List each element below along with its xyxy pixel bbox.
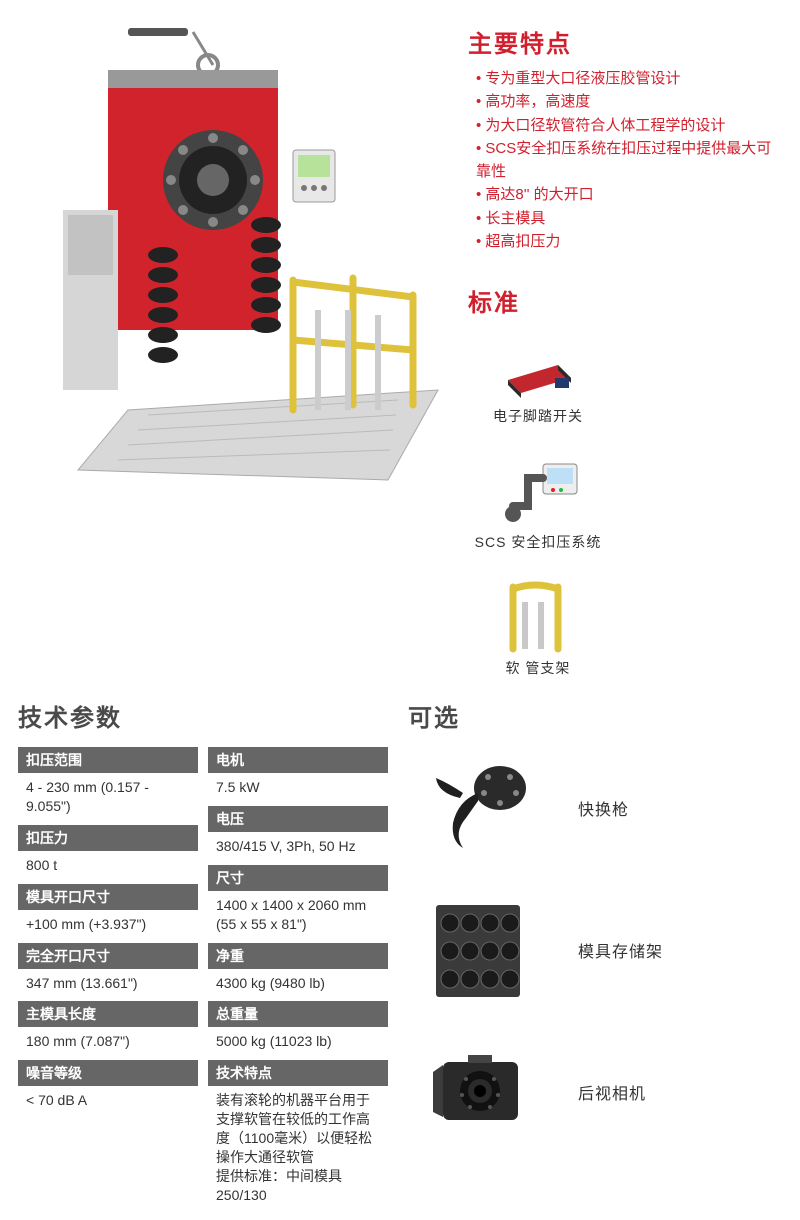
spec-header: 模具开口尺寸 (18, 884, 198, 910)
options-title: 可选 (408, 698, 782, 733)
spec-value: 5000 kg (11023 lb) (208, 1027, 388, 1056)
spec-header: 完全开口尺寸 (18, 943, 198, 969)
product-image (18, 10, 448, 500)
features-title: 主要特点 (468, 24, 782, 59)
hose-rack-icon (493, 582, 583, 652)
foot-switch-icon (493, 330, 583, 400)
spec-value: 1400 x 1400 x 2060 mm (55 x 55 x 81") (208, 891, 388, 939)
spec-header: 电机 (208, 747, 388, 773)
feature-item: SCS安全扣压系统在扣压过程中提供最大可靠性 (476, 137, 782, 184)
feature-item: 高功率，高速度 (476, 90, 782, 113)
specs-right-col: 电机7.5 kW 电压380/415 V, 3Ph, 50 Hz 尺寸1400 x … (208, 743, 388, 1210)
standard-item-label: 电子脚踏开关 (468, 406, 608, 426)
option-row: 快换枪 (408, 753, 782, 863)
features-list: 专为重型大口径液压胶管设计高功率，高速度为大口径软管符合人体工程学的设计SCS安… (468, 67, 782, 253)
spec-header: 总重量 (208, 1001, 388, 1027)
machine-illustration (18, 10, 448, 500)
spec-value: +100 mm (+3.937") (18, 910, 198, 939)
spec-header: 净重 (208, 943, 388, 969)
option-row: 模具存储架 (408, 895, 782, 1005)
spec-value: 7.5 kW (208, 773, 388, 802)
spec-value: 装有滚轮的机器平台用于支撑软管在较低的工作高度（1100毫米）以便轻松操作大通径… (208, 1086, 388, 1209)
feature-item: 长主模具 (476, 207, 782, 230)
spec-header: 扣压力 (18, 825, 198, 851)
specs-left-col: 扣压范围4 - 230 mm (0.157 - 9.055") 扣压力800 t 模… (18, 743, 198, 1210)
die-rack-icon (408, 895, 548, 1005)
spec-value: 4300 kg (9480 lb) (208, 969, 388, 998)
feature-item: 高达8'' 的大开口 (476, 183, 782, 206)
spec-value: 4 - 230 mm (0.157 - 9.055") (18, 773, 198, 821)
standard-item: 软 管支架 (468, 582, 608, 678)
standard-title: 标准 (468, 283, 782, 318)
feature-item: 专为重型大口径液压胶管设计 (476, 67, 782, 90)
options-rows: 快换枪模具存储架后视相机 (408, 753, 782, 1147)
spec-header: 电压 (208, 806, 388, 832)
standard-item: 电子脚踏开关 (468, 330, 608, 426)
standard-item-label: 软 管支架 (468, 658, 608, 678)
option-label: 后视相机 (578, 1080, 646, 1104)
spec-header: 扣压范围 (18, 747, 198, 773)
option-label: 快换枪 (578, 796, 629, 820)
standard-item: SCS 安全扣压系统 (468, 456, 608, 552)
option-label: 模具存储架 (578, 938, 663, 962)
spec-value: 347 mm (13.661") (18, 969, 198, 998)
spec-header: 主模具长度 (18, 1001, 198, 1027)
spec-header: 技术特点 (208, 1060, 388, 1086)
feature-item: 为大口径软管符合人体工程学的设计 (476, 114, 782, 137)
spec-value: 380/415 V, 3Ph, 50 Hz (208, 832, 388, 861)
spec-value: 180 mm (7.087") (18, 1027, 198, 1056)
spec-header: 尺寸 (208, 865, 388, 891)
spec-header: 噪音等级 (18, 1060, 198, 1086)
feature-item: 超高扣压力 (476, 230, 782, 253)
spec-value: < 70 dB A (18, 1086, 198, 1115)
standard-items: 电子脚踏开关 SCS 安全扣压系统软 管支架 (468, 330, 782, 678)
scs-device-icon (493, 456, 583, 526)
specs-title: 技术参数 (18, 698, 388, 733)
quick-gun-icon (408, 753, 548, 863)
spec-value: 800 t (18, 851, 198, 880)
standard-item-label: SCS 安全扣压系统 (468, 532, 608, 552)
